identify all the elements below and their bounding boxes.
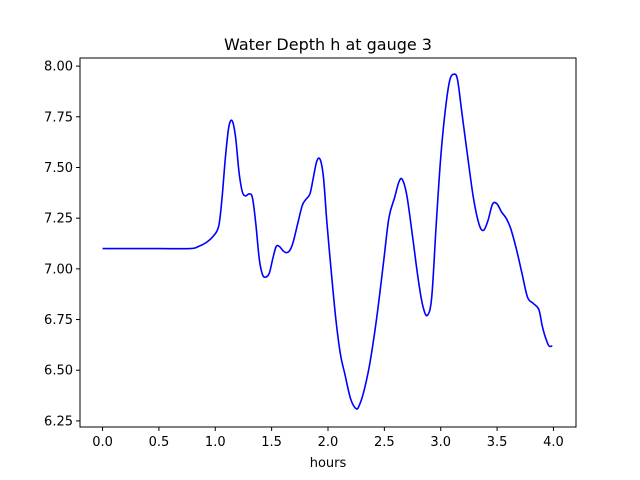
chart-title: Water Depth h at gauge 3 <box>224 35 432 54</box>
x-tick-label: 0.0 <box>92 435 113 450</box>
x-tick-label: 4.0 <box>543 435 564 450</box>
x-tick-label: 0.5 <box>149 435 170 450</box>
y-tick-label: 7.50 <box>44 161 73 176</box>
y-tick-label: 8.00 <box>44 60 73 75</box>
y-tick-label: 7.25 <box>44 212 73 227</box>
y-tick-label: 6.75 <box>44 313 73 328</box>
x-tick-label: 3.5 <box>487 435 508 450</box>
x-axis: 0.0 0.5 1.0 1.5 2.0 2.5 3.0 3.5 4.0 <box>92 427 564 450</box>
x-tick-label: 1.5 <box>261 435 282 450</box>
x-tick-label: 3.0 <box>430 435 451 450</box>
y-tick-label: 7.00 <box>44 262 73 277</box>
x-axis-label: hours <box>310 456 347 471</box>
y-tick-label: 6.50 <box>44 364 73 379</box>
x-tick-label: 1.0 <box>205 435 226 450</box>
x-tick-label: 2.5 <box>374 435 395 450</box>
y-tick-label: 7.75 <box>44 110 73 125</box>
plot-area <box>79 57 577 428</box>
x-tick-label: 2.0 <box>318 435 339 450</box>
y-axis: 6.25 6.50 6.75 7.00 7.25 7.50 7.75 8.00 <box>44 60 80 429</box>
series-line-gauge-3 <box>102 73 553 410</box>
y-tick-label: 6.25 <box>44 414 73 429</box>
